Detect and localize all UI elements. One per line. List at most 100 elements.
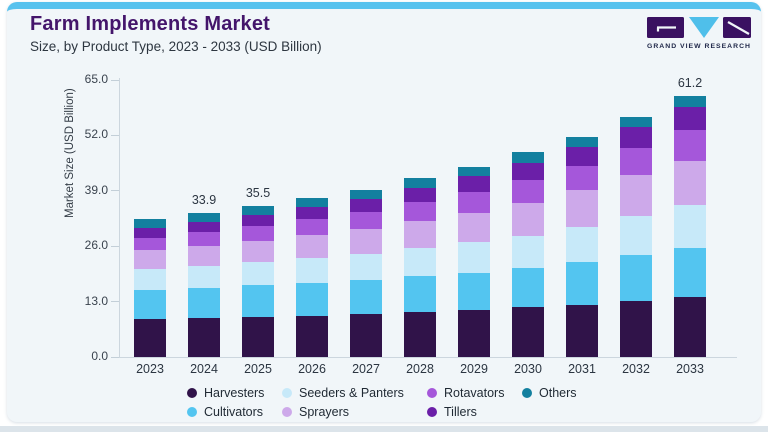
legend-item-rotavators: Rotavators (427, 385, 522, 401)
logo-v-triangle (689, 17, 719, 38)
bar-segment-others (566, 136, 598, 148)
bar-2028 (404, 178, 436, 357)
logo-g-glyph (656, 26, 676, 32)
bar-2033 (674, 96, 706, 357)
bar-segment-seeders-panters (566, 226, 598, 263)
legend-label: Cultivators (204, 405, 264, 419)
legend-dot-icon (187, 407, 197, 417)
bar-segment-harvesters (458, 310, 490, 357)
bar-segment-cultivators (674, 248, 706, 297)
bar-segment-rotavators (566, 166, 598, 191)
y-tick-label: 52.0 (84, 127, 108, 142)
bar-segment-tillers (674, 107, 706, 131)
bar-segment-sprayers (296, 234, 328, 259)
x-tick-label-2023: 2023 (136, 362, 164, 376)
y-tick-mark (111, 134, 119, 136)
bar-segment-rotavators (242, 226, 274, 241)
bar-2027 (350, 189, 382, 357)
legend-label: Rotavators (444, 386, 505, 400)
bar-segment-rotavators (458, 192, 490, 213)
bar-2024 (188, 212, 220, 357)
legend-item-harvesters: Harvesters (187, 385, 282, 401)
bar-segment-rotavators (350, 211, 382, 229)
bar-segment-cultivators (512, 267, 544, 308)
bar-segment-harvesters (404, 312, 436, 357)
bar-segment-seeders-panters (458, 242, 490, 273)
bar-segment-cultivators (404, 276, 436, 313)
legend-dot-icon (427, 388, 437, 398)
bar-segment-cultivators (134, 290, 166, 320)
bar-segment-others (350, 189, 382, 199)
bar-segment-harvesters (188, 318, 220, 357)
bar-segment-others (242, 205, 274, 215)
bar-segment-sprayers (404, 221, 436, 249)
bottom-strip (0, 426, 768, 432)
bar-segment-others (188, 212, 220, 222)
x-tick-label-2028: 2028 (406, 362, 434, 376)
bar-segment-sprayers (188, 245, 220, 266)
bar-segment-tillers (458, 176, 490, 193)
bar-segment-sprayers (134, 250, 166, 270)
bar-segment-tillers (566, 147, 598, 167)
y-tick-label: 39.0 (84, 182, 108, 197)
bar-segment-cultivators (188, 287, 220, 319)
x-tick-label-2030: 2030 (514, 362, 542, 376)
gvr-logo: GRAND VIEW RESEARCH (647, 17, 751, 50)
bar-segment-seeders-panters (350, 253, 382, 281)
bar-segment-seeders-panters (620, 215, 652, 256)
bar-segment-tillers (350, 198, 382, 212)
x-tick-label-2024: 2024 (190, 362, 218, 376)
bar-segment-harvesters (674, 296, 706, 357)
y-tick-mark (111, 301, 119, 303)
x-tick-label-2033: 2033 (676, 362, 704, 376)
bar-segment-harvesters (566, 304, 598, 357)
bar-segment-cultivators (566, 262, 598, 305)
bar-2030 (512, 152, 544, 357)
bar-segment-tillers (242, 214, 274, 227)
bar-segment-harvesters (134, 319, 166, 357)
bar-segment-tillers (512, 162, 544, 180)
legend-dot-icon (427, 407, 437, 417)
page-subtitle: Size, by Product Type, 2023 - 2033 (USD … (30, 39, 322, 54)
chart-legend: Harvesters Seeders & Panters Rotavators Oth… (187, 385, 577, 420)
x-tick-label-2025: 2025 (244, 362, 272, 376)
legend-dot-icon (282, 388, 292, 398)
bar-segment-seeders-panters (134, 269, 166, 291)
bar-segment-cultivators (458, 272, 490, 311)
bar-2032 (620, 116, 652, 357)
bar-segment-rotavators (674, 130, 706, 161)
y-tick-label: 13.0 (84, 293, 108, 308)
bar-2026 (296, 198, 328, 357)
bar-segment-sprayers (350, 228, 382, 254)
bar-segment-cultivators (242, 285, 274, 317)
bar-segment-others (674, 96, 706, 108)
bar-segment-sprayers (620, 175, 652, 216)
legend-item-seeders-panters: Seeders & Panters (282, 385, 427, 401)
bar-segment-rotavators (620, 148, 652, 176)
bar-segment-harvesters (620, 300, 652, 357)
bar-segment-harvesters (512, 307, 544, 357)
bar-segment-cultivators (296, 282, 328, 316)
bar-segment-others (458, 166, 490, 177)
bar-segment-harvesters (296, 315, 328, 357)
legend-item-sprayers: Sprayers (282, 404, 427, 420)
x-tick-label-2027: 2027 (352, 362, 380, 376)
legend-dot-icon (187, 388, 197, 398)
bar-segment-tillers (296, 207, 328, 219)
y-tick-mark (111, 356, 119, 358)
bar-value-label-2033: 61.2 (677, 76, 703, 91)
legend-item-cultivators: Cultivators (187, 404, 282, 420)
bar-segment-rotavators (134, 237, 166, 251)
x-tick-label-2029: 2029 (460, 362, 488, 376)
y-tick-mark (111, 79, 119, 81)
bar-segment-seeders-panters (512, 235, 544, 268)
bar-segment-cultivators (350, 280, 382, 315)
y-axis-line (119, 78, 120, 357)
x-tick-label-2031: 2031 (568, 362, 596, 376)
y-tick-mark (111, 190, 119, 192)
bar-segment-others (620, 116, 652, 128)
bar-segment-tillers (134, 227, 166, 238)
bar-segment-seeders-panters (242, 262, 274, 286)
bar-segment-seeders-panters (674, 205, 706, 249)
